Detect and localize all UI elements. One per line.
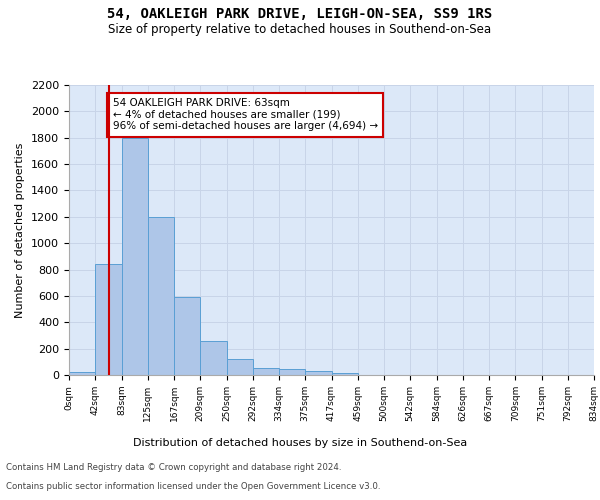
Text: Contains public sector information licensed under the Open Government Licence v3: Contains public sector information licen… <box>6 482 380 491</box>
Bar <box>69 372 95 375</box>
Bar <box>200 340 227 375</box>
Text: Size of property relative to detached houses in Southend-on-Sea: Size of property relative to detached ho… <box>109 22 491 36</box>
Text: Contains HM Land Registry data © Crown copyright and database right 2024.: Contains HM Land Registry data © Crown c… <box>6 464 341 472</box>
Bar <box>253 368 279 375</box>
Bar <box>95 264 121 375</box>
Bar <box>279 368 305 375</box>
Y-axis label: Number of detached properties: Number of detached properties <box>16 142 25 318</box>
Bar <box>305 371 331 375</box>
Bar <box>121 138 148 375</box>
Text: Distribution of detached houses by size in Southend-on-Sea: Distribution of detached houses by size … <box>133 438 467 448</box>
Bar <box>148 217 174 375</box>
Text: 54, OAKLEIGH PARK DRIVE, LEIGH-ON-SEA, SS9 1RS: 54, OAKLEIGH PARK DRIVE, LEIGH-ON-SEA, S… <box>107 8 493 22</box>
Text: 54 OAKLEIGH PARK DRIVE: 63sqm
← 4% of detached houses are smaller (199)
96% of s: 54 OAKLEIGH PARK DRIVE: 63sqm ← 4% of de… <box>113 98 378 132</box>
Bar <box>174 297 200 375</box>
Bar <box>227 358 253 375</box>
Bar <box>331 373 358 375</box>
